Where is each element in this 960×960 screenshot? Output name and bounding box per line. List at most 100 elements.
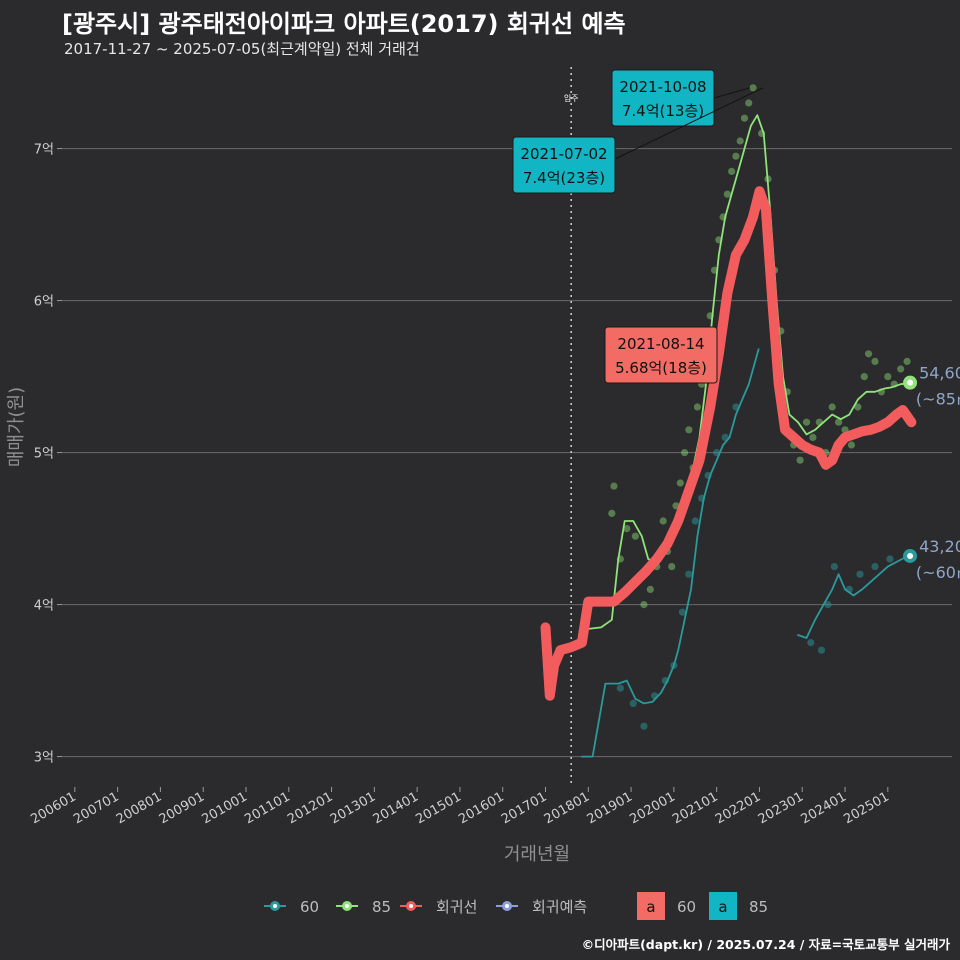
legend-text-key bbox=[637, 892, 665, 920]
legend-text-key-glyph: a bbox=[646, 898, 655, 916]
point-60 bbox=[629, 699, 637, 708]
x-tick-label: 201901 bbox=[585, 789, 635, 827]
point-85 bbox=[723, 190, 731, 198]
point-85 bbox=[668, 563, 676, 571]
point-60 bbox=[678, 608, 687, 616]
legend-text-key-glyph: a bbox=[718, 898, 727, 916]
series-line-85 bbox=[587, 114, 911, 630]
x-tick-label: 200901 bbox=[157, 789, 207, 827]
point-60 bbox=[856, 570, 864, 578]
end-label-area: (~85㎡) bbox=[916, 390, 960, 409]
legend-key-dot-inner bbox=[273, 904, 277, 908]
point-60 bbox=[807, 639, 815, 647]
annotation-leader bbox=[713, 87, 751, 99]
annotation-box bbox=[611, 69, 715, 127]
x-tick-label: 202201 bbox=[713, 789, 763, 827]
legend-label: 60 bbox=[300, 898, 319, 916]
point-60 bbox=[886, 555, 894, 563]
x-tick-label: 201101 bbox=[242, 789, 292, 827]
annotation-box bbox=[512, 136, 616, 194]
legend-key-dot-inner bbox=[345, 904, 349, 908]
footer-credit: ©디아파트(dapt.kr) / 2025.07.24 / 자료=국토교통부 실… bbox=[581, 937, 950, 952]
point-85 bbox=[610, 482, 618, 490]
point-85 bbox=[693, 403, 702, 411]
x-tick-label: 200801 bbox=[114, 789, 164, 827]
end-label-value: 43,200 bbox=[919, 537, 960, 556]
legend-key-dot-inner bbox=[409, 904, 413, 908]
x-tick-label: 201801 bbox=[542, 789, 592, 827]
point-85 bbox=[740, 114, 749, 122]
point-85 bbox=[796, 456, 804, 464]
annotation-price: 7.4억(13층) bbox=[622, 102, 704, 120]
point-85 bbox=[864, 350, 873, 358]
point-85 bbox=[809, 433, 817, 441]
point-85 bbox=[728, 167, 736, 175]
x-tick-label: 202001 bbox=[627, 789, 677, 827]
point-60 bbox=[640, 722, 648, 730]
point-85 bbox=[903, 357, 911, 365]
legend-label: 회귀선 bbox=[436, 898, 477, 916]
point-85 bbox=[608, 509, 616, 517]
point-60 bbox=[616, 684, 624, 692]
legend-label: 회귀예측 bbox=[532, 898, 587, 916]
x-tick-label: 202401 bbox=[799, 789, 849, 827]
annotation-date: 2021-07-02 bbox=[520, 145, 607, 163]
point-85 bbox=[680, 449, 689, 457]
x-tick-label: 201401 bbox=[371, 789, 421, 827]
chart-title: [광주시] 광주태전아이파크 아파트(2017) 회귀선 예측 bbox=[62, 10, 626, 38]
annotation-leader bbox=[614, 87, 764, 160]
regression-line bbox=[540, 186, 917, 701]
x-tick-label: 201301 bbox=[328, 789, 378, 827]
legend-text-key bbox=[709, 892, 737, 920]
annotations: 2021-10-08 7.4억(13층) 2021-07-02 7.4억(23층) 20… bbox=[512, 69, 764, 384]
series-line-60 bbox=[797, 555, 911, 639]
x-tick-label: 202301 bbox=[756, 789, 806, 827]
point-85 bbox=[745, 99, 753, 107]
point-85 bbox=[659, 517, 667, 525]
point-60 bbox=[871, 563, 879, 571]
x-tick-label: 201601 bbox=[456, 789, 506, 827]
move-in-label: 입주 bbox=[564, 94, 579, 103]
end-marker-inner bbox=[907, 379, 914, 386]
point-85 bbox=[685, 426, 693, 434]
point-85 bbox=[828, 403, 836, 411]
legend-label: 85 bbox=[372, 898, 391, 916]
y-tick-label: 5억 bbox=[34, 447, 54, 462]
point-85 bbox=[835, 418, 843, 426]
point-85 bbox=[847, 441, 856, 449]
chart-subtitle: 2017-11-27 ~ 2025-07-05(최근계약일) 전체 거래건 bbox=[64, 40, 420, 58]
annotation-date: 2021-08-14 bbox=[617, 335, 704, 353]
point-85 bbox=[884, 373, 892, 381]
point-85 bbox=[646, 585, 654, 594]
point-60 bbox=[830, 563, 838, 571]
grid-lines bbox=[62, 148, 952, 758]
end-marker-inner bbox=[907, 552, 914, 559]
x-tick-label: 200701 bbox=[71, 789, 121, 827]
legend-label: 60 bbox=[677, 898, 696, 916]
legend-key-dot-inner bbox=[505, 904, 509, 908]
end-label-area: (~60㎡) bbox=[916, 563, 960, 582]
y-tick-label: 4억 bbox=[34, 599, 54, 614]
point-85 bbox=[854, 403, 862, 411]
x-tick-label: 201701 bbox=[499, 789, 549, 827]
point-85 bbox=[897, 365, 905, 373]
y-tick-label: 6억 bbox=[34, 295, 54, 310]
point-85 bbox=[676, 479, 684, 487]
x-axis-title: 거래년월 bbox=[504, 844, 570, 865]
point-60 bbox=[685, 570, 693, 578]
annotation-date: 2021-10-08 bbox=[619, 78, 706, 96]
y-tick-label: 3억 bbox=[34, 751, 54, 766]
point-85 bbox=[749, 84, 757, 92]
x-tick-label: 201001 bbox=[200, 789, 250, 827]
point-85 bbox=[871, 357, 879, 365]
point-85 bbox=[732, 152, 740, 160]
point-85 bbox=[640, 601, 648, 609]
point-85 bbox=[623, 525, 631, 533]
series-line-60 bbox=[581, 348, 760, 758]
y-tick-label: 7억 bbox=[34, 143, 54, 158]
point-85 bbox=[802, 418, 811, 426]
x-tick-label: 202101 bbox=[670, 789, 720, 827]
annotation-price: 7.4억(23층) bbox=[523, 169, 605, 187]
x-tick-label: 201201 bbox=[285, 789, 335, 827]
